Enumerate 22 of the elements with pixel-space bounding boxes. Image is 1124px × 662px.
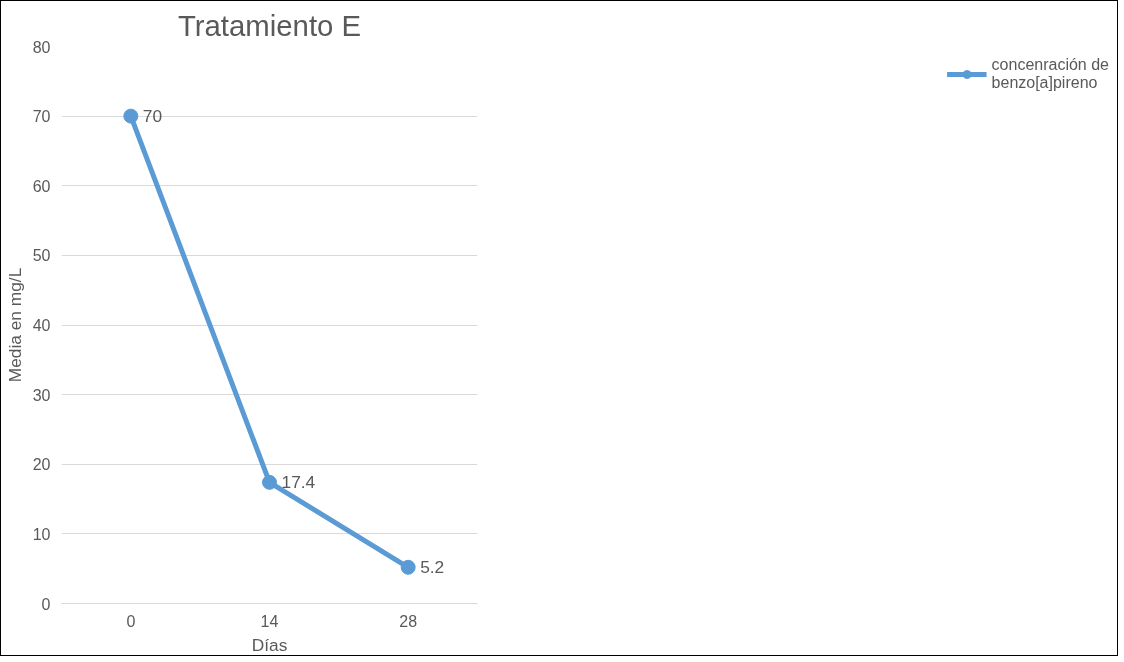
y-tick-label: 40 bbox=[32, 317, 51, 334]
x-axis-title: Días bbox=[251, 634, 288, 655]
y-tick-label: 0 bbox=[41, 595, 51, 613]
y-axis-title: Media en mg/L bbox=[4, 267, 25, 383]
point bbox=[400, 559, 416, 575]
x-tick-label: 0 bbox=[126, 612, 136, 630]
y-tick-label: 10 bbox=[32, 525, 51, 543]
point bbox=[123, 108, 139, 124]
x-tick-label: 14 bbox=[260, 612, 279, 630]
data-label: 17.4 bbox=[281, 472, 316, 493]
point bbox=[262, 474, 277, 490]
data-label: 70 bbox=[142, 106, 163, 127]
data-label: 5.2 bbox=[420, 557, 445, 578]
y-tick-label: 20 bbox=[32, 456, 51, 474]
legend-label: concenración de benzo[a]pireno bbox=[991, 56, 1109, 92]
x-tick-label: 28 bbox=[399, 612, 418, 630]
y-tick-label: 30 bbox=[32, 386, 51, 404]
y-tick-label: 60 bbox=[32, 177, 51, 195]
y-tick-label: 70 bbox=[32, 108, 51, 126]
y-tick-label: 80 bbox=[32, 38, 51, 56]
y-tick-label: 50 bbox=[32, 247, 51, 265]
chart-title: Tratamiento E bbox=[177, 8, 362, 42]
